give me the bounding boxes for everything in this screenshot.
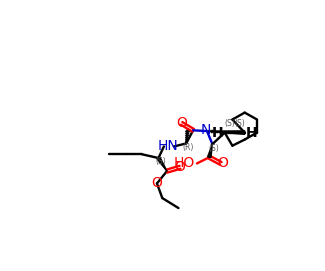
- Text: (R): (R): [183, 143, 194, 152]
- Text: N: N: [201, 123, 211, 137]
- Polygon shape: [157, 157, 167, 171]
- Text: H: H: [212, 126, 224, 140]
- Text: H: H: [246, 126, 257, 140]
- Text: O: O: [175, 160, 186, 174]
- Text: O: O: [218, 156, 228, 170]
- Text: O: O: [176, 116, 187, 130]
- Text: O: O: [151, 176, 162, 191]
- Text: HN: HN: [158, 140, 179, 153]
- Polygon shape: [207, 131, 245, 134]
- Polygon shape: [208, 144, 212, 158]
- Text: HO: HO: [174, 156, 195, 170]
- Text: (S): (S): [235, 119, 245, 128]
- Text: (S): (S): [155, 157, 166, 166]
- Text: (S): (S): [209, 144, 219, 153]
- Text: (S): (S): [225, 119, 235, 128]
